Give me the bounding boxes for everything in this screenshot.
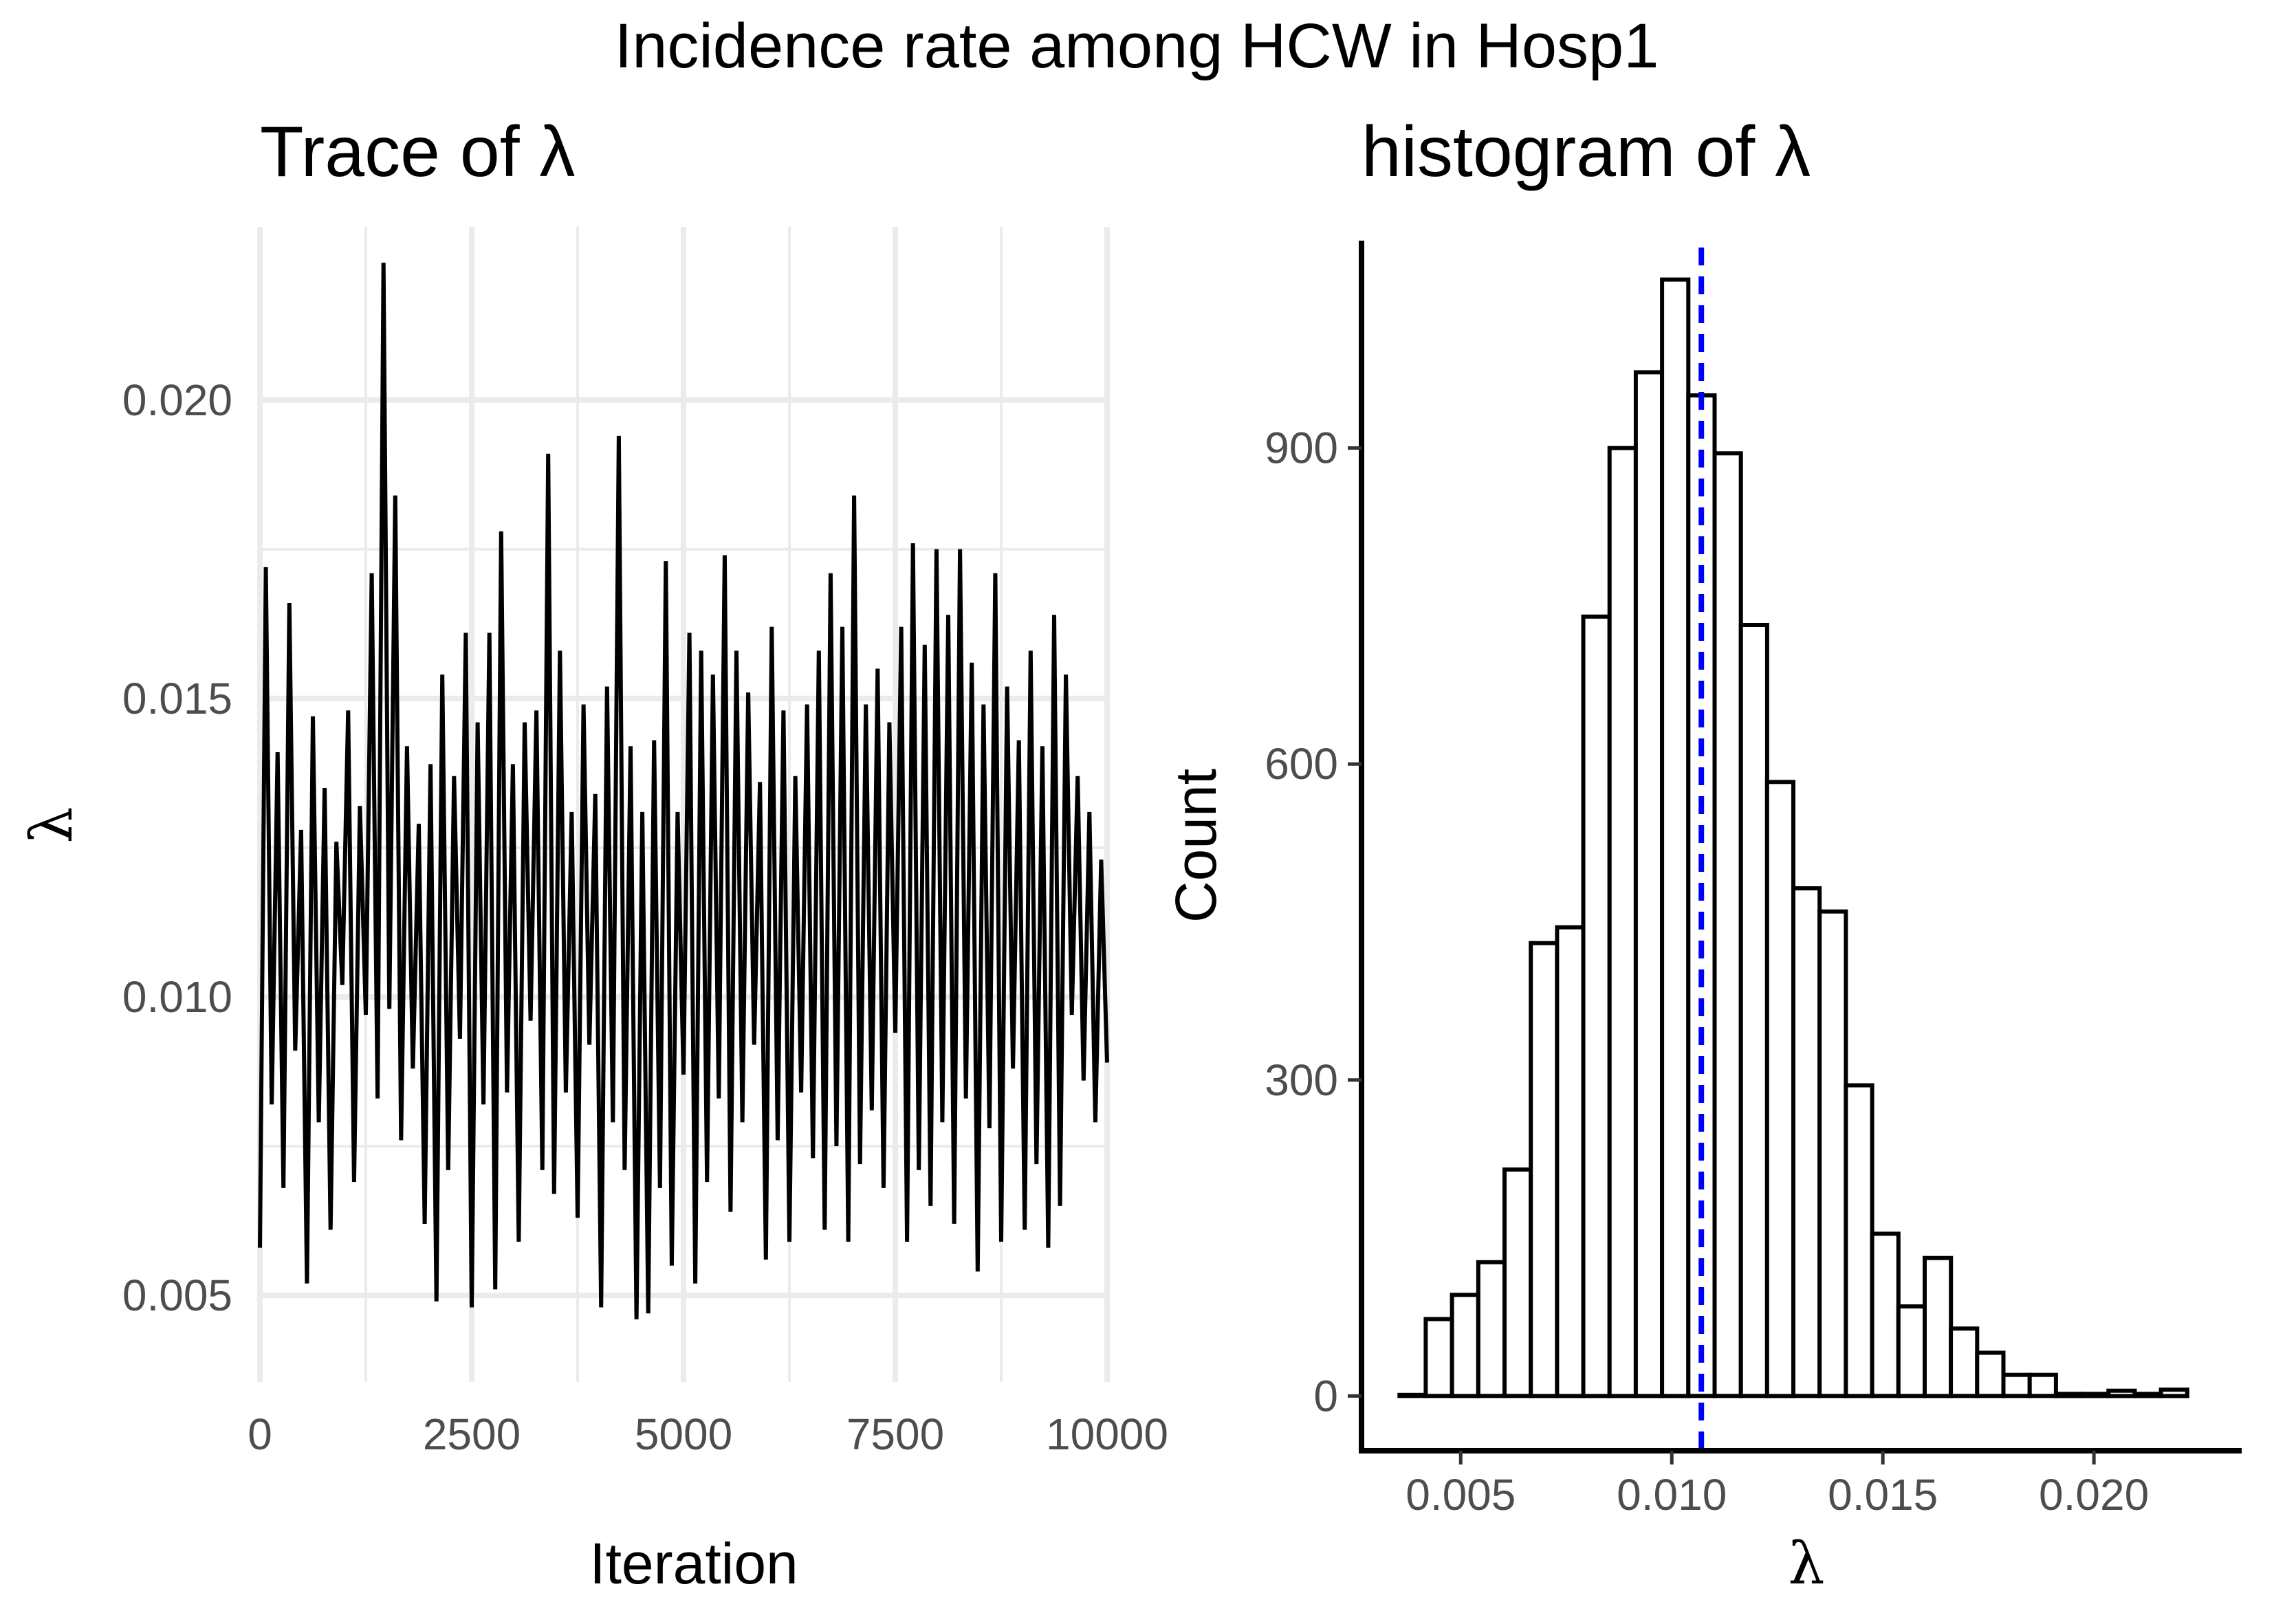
histogram-bar (1870, 1231, 1901, 1398)
histogram-x-axis-title: λ (1788, 1530, 1824, 1597)
histogram-bar (1949, 1326, 1980, 1398)
histogram-x-tick-label: 0.015 (1828, 1470, 1938, 1519)
trace-line-layer (258, 263, 1109, 1319)
histogram-bar (1555, 925, 1586, 1398)
trace-tick-labels: 0 2500 5000 7500 10000 0.005 0.010 0.015 0.020 (122, 375, 1168, 1459)
trace-x-tick-label: 7500 (846, 1409, 944, 1459)
histogram-bar (2158, 1387, 2189, 1398)
trace-y-tick-label: 0.015 (122, 674, 232, 723)
histogram-bar (1502, 1167, 1533, 1398)
trace-panel: Trace of λ 0 2500 5000 7500 100000.0050.0100… (18, 112, 1168, 1596)
histogram-y-axis-title: Count (1163, 769, 1228, 923)
histogram-bar (1423, 1317, 1454, 1398)
histogram-bar (1844, 1083, 1874, 1398)
trace-x-tick-label: 10000 (1046, 1409, 1168, 1459)
histogram-bar (1975, 1350, 2006, 1398)
histogram-panel: histogram of λ 0.005 0.010 0.015 0.020 0 300 6… (1163, 112, 2242, 1597)
trace-y-tick-label: 0.020 (122, 375, 232, 425)
histogram-bar (1791, 886, 1822, 1398)
histogram-bar (1450, 1293, 1480, 1398)
histogram-x-tick-label: 0.010 (1617, 1470, 1727, 1519)
histogram-bar (2053, 1392, 2085, 1398)
histogram-bar (1607, 446, 1638, 1398)
trace-y-tick-label: 0.005 (122, 1271, 232, 1320)
histogram-x-tick-label: 0.020 (2039, 1470, 2149, 1519)
trace-x-tick-label: 2500 (423, 1409, 521, 1459)
trace-series-line (258, 263, 1109, 1319)
histogram-bar (2027, 1372, 2058, 1398)
histogram-bars (1397, 277, 2189, 1398)
histogram-bar (1660, 277, 1691, 1398)
histogram-bar (1817, 909, 1848, 1398)
histogram-bar (1764, 780, 1796, 1398)
trace-x-axis-title: Iteration (589, 1531, 798, 1596)
histogram-bar (1712, 451, 1743, 1398)
histogram-bar (2080, 1392, 2111, 1398)
histogram-bar (1476, 1260, 1507, 1398)
histogram-y-tick-label: 300 (1265, 1055, 1338, 1105)
histogram-x-tick-label: 0.005 (1406, 1470, 1516, 1519)
histogram-bar (1529, 941, 1560, 1398)
histogram-bar (1896, 1304, 1927, 1398)
trace-y-tick-label: 0.010 (122, 972, 232, 1022)
trace-title: Trace of λ (260, 112, 576, 192)
figure-title: Incidence rate among HCW in Hosp1 (615, 11, 1659, 81)
histogram-bar (1581, 614, 1612, 1398)
histogram-bar (1397, 1392, 1428, 1398)
trace-x-tick-label: 5000 (635, 1409, 732, 1459)
histogram-bar (1738, 623, 1769, 1398)
histogram-bar (1923, 1255, 1954, 1398)
histogram-bar (2001, 1372, 2032, 1398)
trace-x-tick-label: 0 (248, 1409, 272, 1459)
histogram-bar (2132, 1392, 2163, 1398)
histogram-title: histogram of λ (1362, 112, 1811, 192)
histogram-bar (2106, 1388, 2137, 1398)
histogram-y-tick-label: 900 (1265, 424, 1338, 473)
histogram-bar (1633, 370, 1665, 1398)
trace-y-axis-title: λ (18, 806, 85, 843)
histogram-y-tick-label: 600 (1265, 739, 1338, 789)
histogram-tick-labels: 0.005 0.010 0.015 0.020 0 300 600 900 (1265, 424, 2149, 1519)
histogram-y-tick-label: 0 (1313, 1371, 1338, 1420)
